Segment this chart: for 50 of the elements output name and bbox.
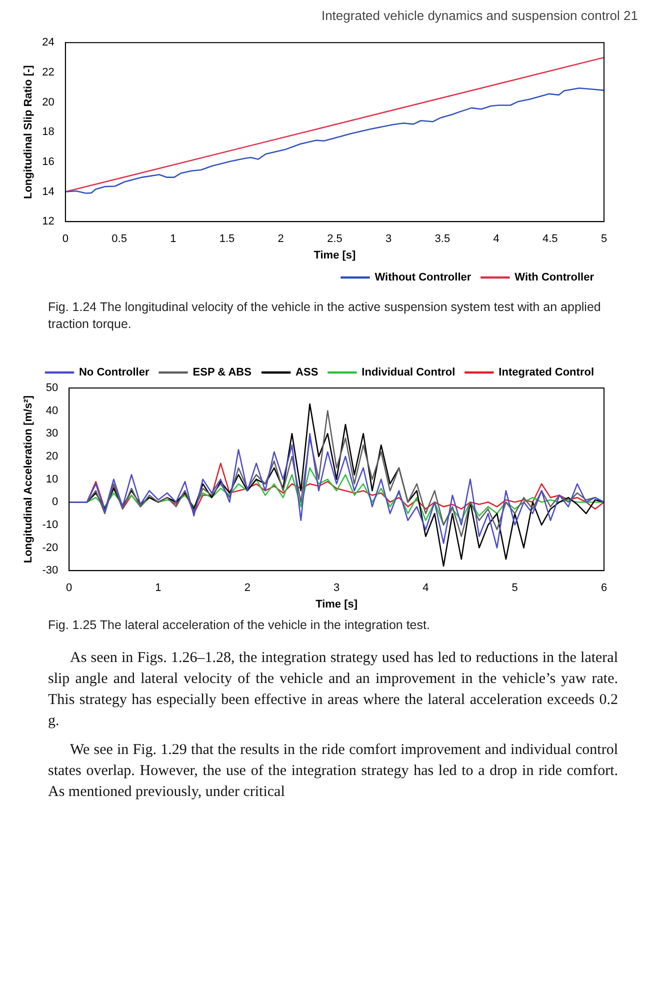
text: As seen in Figs. 1.26–1.28, the integration strategy used has led to reductions in the lateral slip angle and lateral velocity of the vehicle and an improvement in the vehicle’s yaw rate. This strategy has especially been effective in areas where the lateral acceleration exceeds 0.2 g. [48, 648, 618, 731]
x-tick-label: 0 [66, 582, 72, 594]
y-tick-label: 12 [42, 216, 54, 228]
x-tick-label: 3.5 [434, 233, 450, 246]
text: We see in Fig. 1.29 that the results in the ride comfort improvement and individual control states overlap. However, the use of the integration strategy has led to a drop in ride comfort. As mentioned previously, under critical [48, 740, 618, 802]
x-tick-label: 4 [422, 582, 429, 594]
legend-label: No Controller [78, 366, 150, 378]
y-tick-label: 16 [42, 156, 54, 168]
x-tick-label: 4.5 [542, 233, 558, 246]
y-tick-label: 40 [46, 404, 58, 417]
y-tick-label: -10 [42, 518, 58, 531]
legend-label: Integrated Control [498, 366, 594, 378]
y-tick-label: -20 [42, 542, 58, 554]
x-tick-label: 3 [386, 233, 392, 246]
x-tick-label: 0 [62, 233, 68, 246]
y-tick-label: 14 [42, 186, 54, 198]
y-tick-label: 30 [46, 427, 58, 440]
x-tick-label: 5 [512, 582, 518, 594]
y-tick-label: 20 [46, 450, 58, 462]
y-tick-label: 20 [42, 96, 54, 108]
y-tick-label: 50 [46, 382, 58, 394]
x-tick-label: 2 [244, 582, 250, 594]
y-tick-label: 0 [52, 496, 58, 508]
x-tick-label: 5 [600, 233, 608, 246]
y-tick-label: 22 [42, 66, 54, 78]
y-tick-label: -30 [42, 564, 58, 576]
x-tick-label: 3 [333, 582, 340, 594]
legend-label: ESP & ABS [192, 366, 252, 378]
x-tick-label: 2 [278, 233, 284, 246]
legend-label: Without Controller [374, 272, 472, 284]
x-tick-label: 4 [493, 233, 500, 246]
y-tick-label: 10 [46, 473, 58, 486]
x-axis-title: Time [s] [316, 598, 358, 610]
y-tick-label: 24 [42, 36, 54, 49]
legend-label: Individual Control [362, 366, 456, 378]
y-axis-title: Longitudinal Slip Ratio [-] [22, 64, 35, 200]
caption: Fig. 1.25 The lateral acceleration of the vehicle in the integration test. [48, 616, 431, 634]
x-tick-label: 6 [600, 582, 608, 594]
x-tick-label: 0.5 [112, 233, 127, 246]
y-axis-title: Longitudinal Acceleration [m/s²] [22, 394, 35, 563]
x-tick-label: 2.5 [327, 233, 342, 246]
x-tick-label: 1 [155, 582, 162, 594]
x-axis-title: Time [s] [314, 249, 356, 262]
legend-label: With Controller [514, 272, 595, 284]
x-tick-label: 1 [170, 233, 176, 246]
y-tick-label: 18 [42, 126, 54, 138]
caption: Fig. 1.24 The longitudinal velocity of the vehicle in the active suspension system test with an applied traction torque. [48, 299, 602, 333]
legend-label: ASS [296, 366, 318, 378]
text: Integrated vehicle dynamics and suspension control 21 [320, 8, 639, 23]
x-tick-label: 1.5 [219, 233, 235, 246]
